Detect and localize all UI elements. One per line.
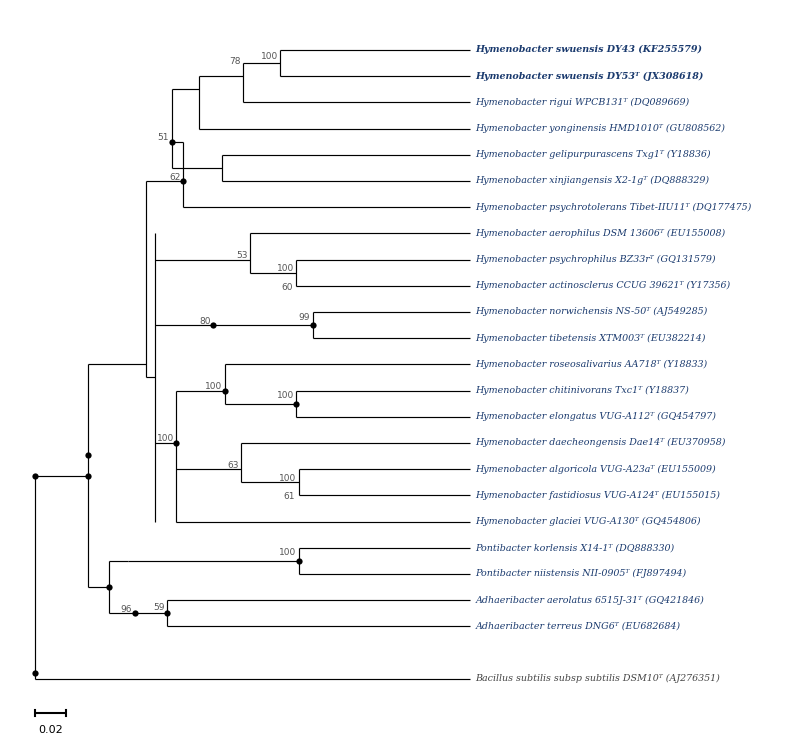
Text: Hymenobacter daecheongensis Dae14ᵀ (EU370958): Hymenobacter daecheongensis Dae14ᵀ (EU37…	[475, 438, 726, 447]
Text: Hymenobacter algoricola VUG-A23aᵀ (EU155009): Hymenobacter algoricola VUG-A23aᵀ (EU155…	[475, 465, 716, 474]
Text: 100: 100	[261, 52, 278, 61]
Text: Pontibacter niistensis NII-0905ᵀ (FJ897494): Pontibacter niistensis NII-0905ᵀ (FJ8974…	[475, 569, 686, 578]
Text: Hymenobacter norwichensis NS-50ᵀ (AJ549285): Hymenobacter norwichensis NS-50ᵀ (AJ5492…	[475, 307, 708, 317]
Text: Hymenobacter psychrotolerans Tibet-IIU11ᵀ (DQ177475): Hymenobacter psychrotolerans Tibet-IIU11…	[475, 202, 752, 211]
Text: Hymenobacter glaciei VUG-A130ᵀ (GQ454806): Hymenobacter glaciei VUG-A130ᵀ (GQ454806…	[475, 517, 701, 526]
Text: 78: 78	[230, 58, 241, 66]
Text: 100: 100	[277, 264, 294, 273]
Text: 51: 51	[158, 133, 170, 142]
Text: 61: 61	[283, 492, 295, 501]
Text: 80: 80	[199, 317, 211, 326]
Text: Hymenobacter xinjiangensis X2-1gᵀ (DQ888329): Hymenobacter xinjiangensis X2-1gᵀ (DQ888…	[475, 176, 710, 185]
Text: 100: 100	[279, 548, 297, 557]
Text: Adhaeribacter terreus DNG6ᵀ (EU682684): Adhaeribacter terreus DNG6ᵀ (EU682684)	[475, 622, 681, 630]
Text: Adhaeribacter aerolatus 6515J-31ᵀ (GQ421846): Adhaeribacter aerolatus 6515J-31ᵀ (GQ421…	[475, 595, 704, 604]
Text: Hymenobacter roseosalivarius AA718ᵀ (Y18833): Hymenobacter roseosalivarius AA718ᵀ (Y18…	[475, 360, 708, 369]
Text: Bacillus subtilis subsp subtilis DSM10ᵀ (AJ276351): Bacillus subtilis subsp subtilis DSM10ᵀ …	[475, 674, 720, 684]
Text: 59: 59	[153, 604, 165, 613]
Text: Hymenobacter elongatus VUG-A112ᵀ (GQ454797): Hymenobacter elongatus VUG-A112ᵀ (GQ4547…	[475, 412, 716, 421]
Text: Hymenobacter actinosclerus CCUG 39621ᵀ (Y17356): Hymenobacter actinosclerus CCUG 39621ᵀ (…	[475, 281, 730, 291]
Text: Hymenobacter swuensis DY43 (KF255579): Hymenobacter swuensis DY43 (KF255579)	[475, 46, 702, 55]
Text: 99: 99	[298, 313, 310, 322]
Text: Hymenobacter gelipurpurascens Txg1ᵀ (Y18836): Hymenobacter gelipurpurascens Txg1ᵀ (Y18…	[475, 150, 711, 159]
Text: 100: 100	[277, 391, 294, 400]
Text: Hymenobacter psychrophilus BZ33rᵀ (GQ131579): Hymenobacter psychrophilus BZ33rᵀ (GQ131…	[475, 255, 716, 264]
Text: 100: 100	[205, 382, 222, 391]
Text: 53: 53	[236, 251, 248, 260]
Text: 96: 96	[121, 605, 132, 614]
Text: 100: 100	[279, 474, 297, 483]
Text: Hymenobacter aerophilus DSM 13606ᵀ (EU155008): Hymenobacter aerophilus DSM 13606ᵀ (EU15…	[475, 229, 726, 238]
Text: Hymenobacter swuensis DY53ᵀ (JX308618): Hymenobacter swuensis DY53ᵀ (JX308618)	[475, 72, 704, 81]
Text: 63: 63	[227, 461, 238, 470]
Text: Hymenobacter rigui WPCB131ᵀ (DQ089669): Hymenobacter rigui WPCB131ᵀ (DQ089669)	[475, 98, 690, 107]
Text: Hymenobacter yonginensis HMD1010ᵀ (GU808562): Hymenobacter yonginensis HMD1010ᵀ (GU808…	[475, 124, 726, 133]
Text: Hymenobacter chitinivorans Txc1ᵀ (Y18837): Hymenobacter chitinivorans Txc1ᵀ (Y18837…	[475, 386, 690, 395]
Text: 0.02: 0.02	[38, 725, 63, 734]
Text: Hymenobacter fastidiosus VUG-A124ᵀ (EU155015): Hymenobacter fastidiosus VUG-A124ᵀ (EU15…	[475, 491, 720, 500]
Text: 100: 100	[157, 435, 174, 444]
Text: 62: 62	[170, 173, 181, 182]
Text: Hymenobacter tibetensis XTM003ᵀ (EU382214): Hymenobacter tibetensis XTM003ᵀ (EU38221…	[475, 334, 706, 343]
Text: Pontibacter korlensis X14-1ᵀ (DQ888330): Pontibacter korlensis X14-1ᵀ (DQ888330)	[475, 543, 674, 552]
Text: 60: 60	[282, 282, 293, 291]
